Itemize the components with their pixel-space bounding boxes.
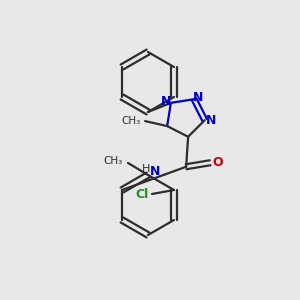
Text: CH₃: CH₃	[121, 116, 140, 126]
Text: O: O	[213, 156, 224, 169]
Text: H: H	[142, 164, 150, 174]
Text: N: N	[150, 165, 160, 178]
Text: Cl: Cl	[135, 188, 148, 200]
Text: N: N	[193, 91, 203, 104]
Text: N: N	[206, 114, 216, 127]
Text: N: N	[161, 95, 171, 108]
Text: CH₃: CH₃	[104, 156, 123, 166]
